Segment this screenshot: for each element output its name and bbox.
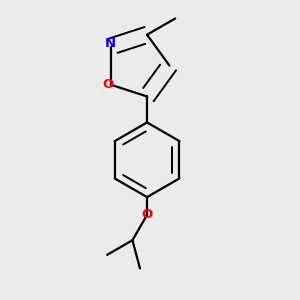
Text: O: O: [103, 78, 114, 91]
Text: O: O: [141, 208, 153, 221]
Text: N: N: [105, 38, 116, 50]
